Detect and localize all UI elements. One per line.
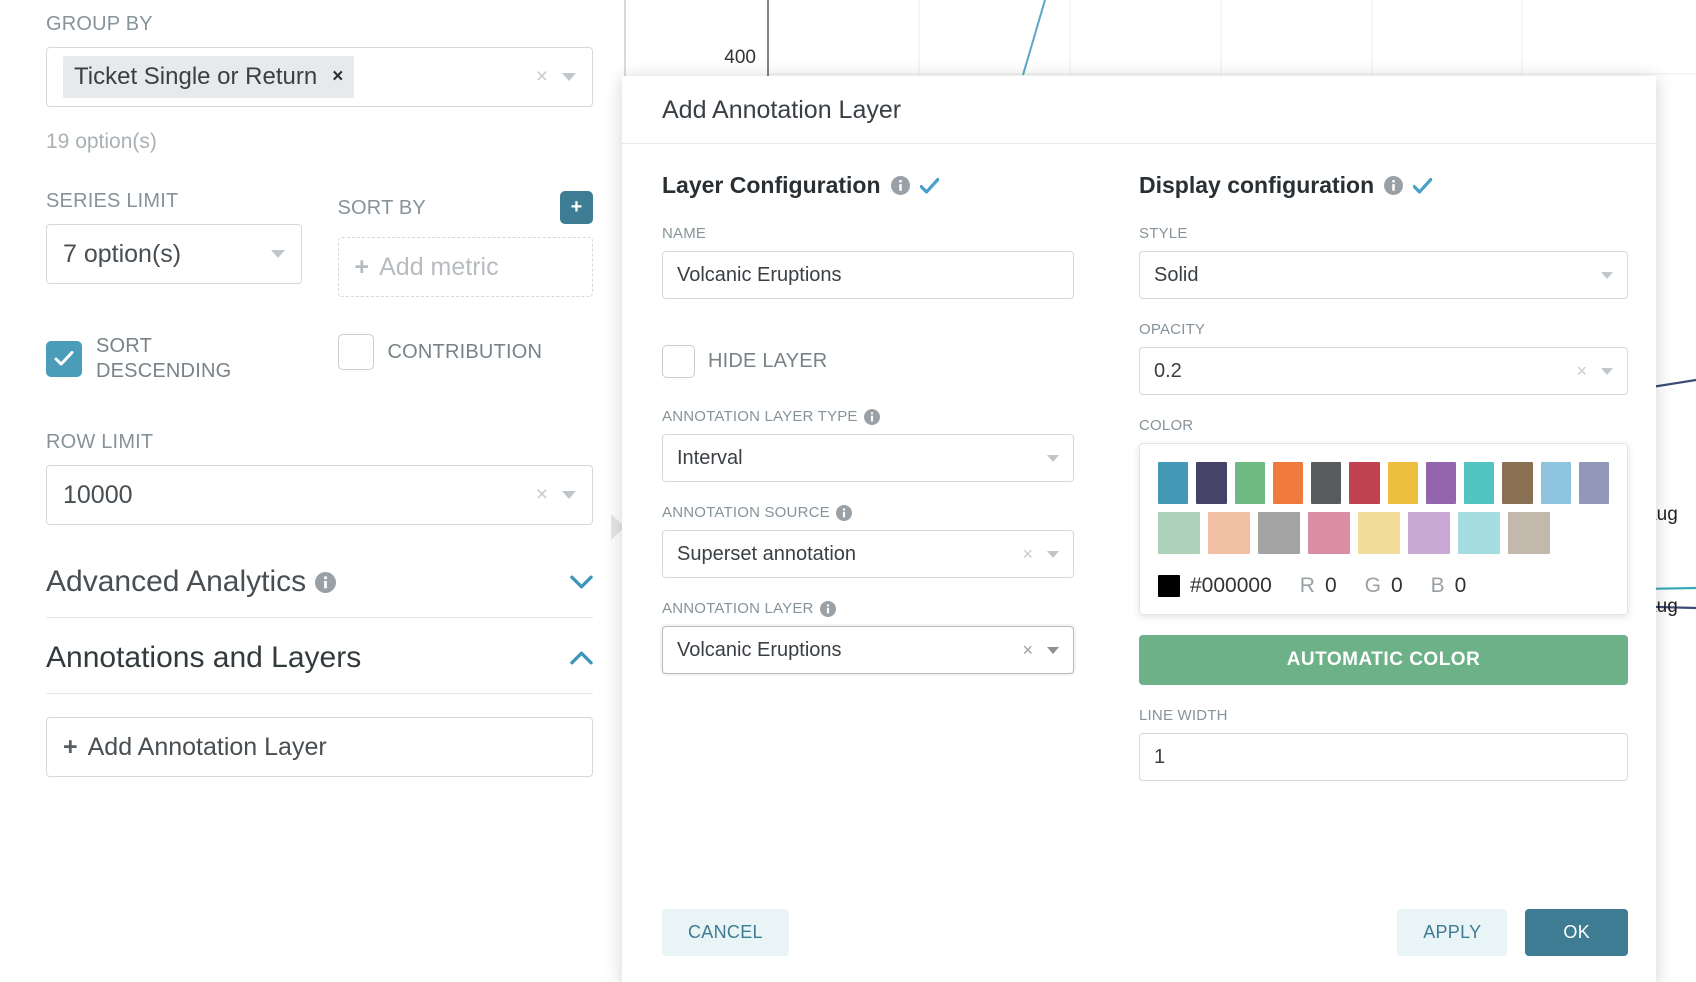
svg-text:400: 400	[724, 47, 756, 68]
